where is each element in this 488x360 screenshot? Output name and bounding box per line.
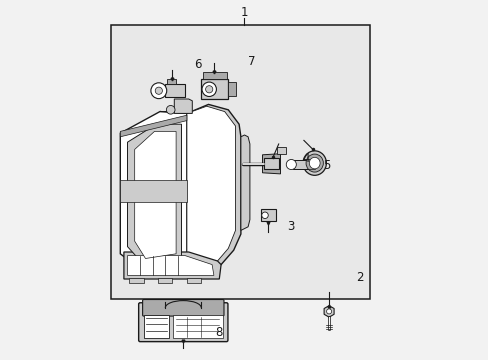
Polygon shape — [123, 252, 221, 279]
Circle shape — [205, 86, 212, 93]
Bar — [292, 160, 314, 169]
Bar — [186, 278, 201, 283]
Circle shape — [261, 212, 268, 219]
Text: 2: 2 — [355, 271, 363, 284]
Text: 5: 5 — [323, 159, 330, 172]
Bar — [276, 147, 285, 154]
Polygon shape — [324, 306, 333, 317]
Bar — [264, 158, 278, 169]
Bar — [172, 315, 223, 338]
Bar — [129, 278, 143, 283]
Polygon shape — [174, 99, 192, 113]
Circle shape — [155, 87, 162, 94]
Circle shape — [285, 159, 296, 170]
Bar — [111, 25, 370, 299]
Circle shape — [166, 105, 175, 114]
Polygon shape — [134, 131, 176, 258]
Text: 8: 8 — [215, 327, 223, 339]
Polygon shape — [262, 154, 280, 174]
Circle shape — [151, 83, 166, 99]
Polygon shape — [241, 135, 249, 230]
Polygon shape — [186, 106, 235, 266]
Text: 1: 1 — [240, 6, 248, 19]
Polygon shape — [120, 115, 186, 137]
Bar — [167, 79, 176, 84]
Polygon shape — [127, 124, 181, 265]
Text: 7: 7 — [247, 55, 255, 68]
Ellipse shape — [305, 154, 323, 172]
Polygon shape — [120, 180, 186, 202]
Polygon shape — [160, 104, 241, 272]
FancyBboxPatch shape — [142, 300, 224, 316]
Bar — [201, 79, 228, 99]
Polygon shape — [120, 112, 186, 272]
Text: 3: 3 — [287, 220, 294, 233]
Bar — [260, 209, 275, 221]
Ellipse shape — [309, 157, 320, 169]
Bar — [228, 82, 235, 96]
Polygon shape — [127, 256, 213, 275]
Circle shape — [326, 309, 331, 314]
Text: 6: 6 — [194, 58, 201, 71]
Ellipse shape — [303, 151, 325, 175]
FancyBboxPatch shape — [139, 303, 227, 342]
Text: 4: 4 — [301, 152, 309, 165]
Circle shape — [202, 82, 216, 96]
Bar — [165, 84, 185, 97]
Bar — [158, 278, 172, 283]
Bar — [203, 72, 226, 79]
Bar — [143, 315, 168, 338]
